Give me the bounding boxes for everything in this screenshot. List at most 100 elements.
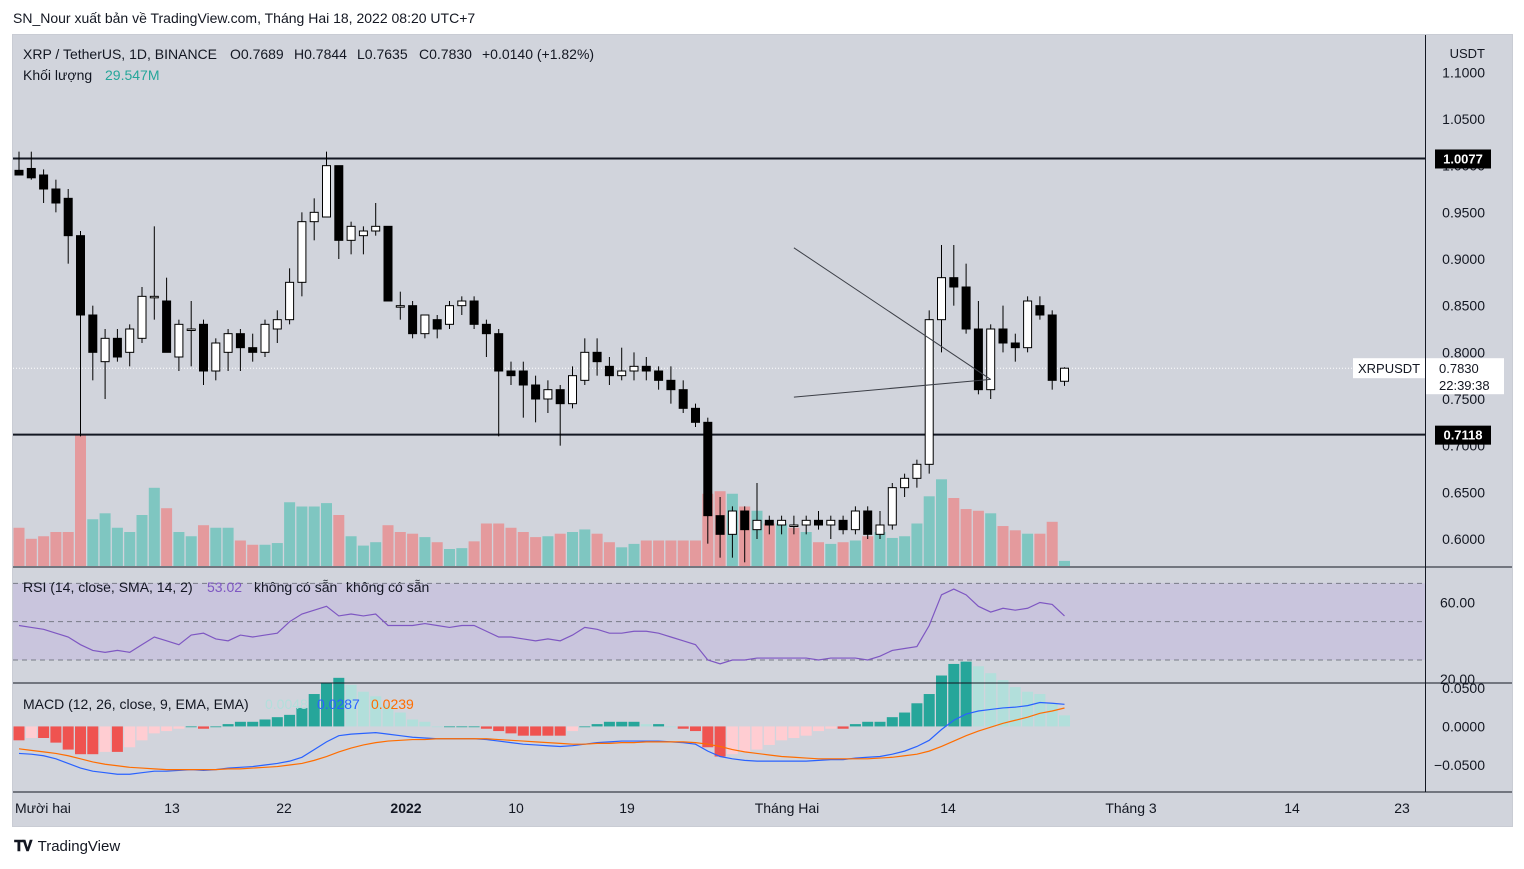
macd-histogram-bar	[899, 712, 911, 727]
candle-body	[568, 375, 577, 405]
macd-histogram-bar	[222, 724, 234, 727]
candle-body	[494, 333, 504, 372]
volume-bar	[468, 541, 480, 566]
volume-bar	[38, 536, 50, 566]
macd-histogram-bar	[874, 721, 886, 727]
macd-histogram-bar	[628, 721, 640, 727]
footer-brand[interactable]: TradingView	[37, 838, 121, 855]
rsi-line[interactable]	[18, 588, 1065, 665]
candle-body	[900, 477, 910, 489]
candle-body	[346, 225, 356, 241]
macd-histogram-bar	[972, 666, 984, 727]
candle-body	[555, 389, 565, 405]
volume-bar	[87, 519, 99, 566]
candle-body	[875, 524, 885, 535]
candle-body	[88, 314, 98, 353]
macd-histogram-bar	[75, 726, 86, 755]
tradingview-logo-icon[interactable]: 𝐓𝐕	[14, 838, 33, 855]
volume-value: 29.547M	[105, 67, 159, 83]
volume-bar	[50, 532, 62, 566]
rsi-value: 53.02	[207, 579, 242, 595]
candle-body	[248, 347, 258, 353]
volume-bar	[271, 543, 283, 566]
candle-body	[531, 384, 541, 400]
macd-histogram-bar	[702, 726, 714, 748]
rsi-axis-ticks[interactable]: 60.00 20.00	[1440, 595, 1475, 688]
macd-histogram-bar	[198, 726, 209, 729]
macd-histogram-bar	[936, 675, 947, 727]
legend-symbol[interactable]: XRP / TetherUS, 1D, BINANCE	[23, 46, 217, 62]
candle-body	[272, 319, 282, 330]
svg-text:0.7830: 0.7830	[1439, 361, 1479, 376]
last-price-label: XRPUSDT 0.7830 22:39:38	[1353, 358, 1504, 395]
macd-histogram-bar	[677, 726, 689, 729]
chart-frame[interactable]: XRP / TetherUS, 1D, BINANCE O0.7689 H0.7…	[12, 34, 1513, 827]
volume-bar	[13, 527, 25, 566]
svg-text:XRPUSDT: XRPUSDT	[1358, 361, 1420, 376]
candle-body	[285, 281, 295, 321]
price-pane[interactable]	[13, 151, 1425, 566]
volume-bar	[554, 533, 566, 566]
volume-bar	[677, 540, 689, 566]
macd-histogram-bar	[862, 721, 874, 727]
volume-bar	[431, 542, 443, 566]
triangle-lower-trendline[interactable]	[793, 378, 991, 398]
candle-body	[211, 342, 221, 372]
publisher-line: SN_Nour xuất bản về TradingView.com, Thá…	[13, 10, 476, 26]
macd-axis-ticks[interactable]: 0.0500 0.0000 −0.0500	[1434, 680, 1485, 773]
volume-bar	[800, 532, 812, 566]
price-tick-label: 1.1000	[1442, 64, 1485, 80]
macd-histogram-bar	[985, 673, 997, 727]
time-tick-label: 14	[940, 800, 956, 816]
volume-bar	[234, 540, 246, 566]
footer: 𝐓𝐕 TradingView	[14, 838, 120, 855]
support-label: 0.7118	[1435, 425, 1491, 445]
chart-canvas[interactable]: XRP / TetherUS, 1D, BINANCE O0.7689 H0.7…	[13, 35, 1512, 826]
svg-text:0.7118: 0.7118	[1443, 428, 1482, 443]
time-tick-label: 10	[508, 800, 524, 816]
volume-bar	[505, 527, 517, 566]
time-tick-label: 23	[1394, 800, 1410, 816]
macd-pane[interactable]	[13, 661, 1071, 775]
rsi-pane[interactable]	[13, 582, 1425, 665]
macd-histogram-bar	[185, 726, 197, 728]
candle-body	[469, 300, 479, 325]
macd-histogram-bar	[321, 682, 332, 727]
macd-histogram-bar	[87, 726, 99, 755]
volume-bar	[25, 538, 37, 566]
time-axis[interactable]: Mười hai 13 22 2022 10 19 Tháng Hai 14 T…	[15, 800, 1410, 816]
volume-bar	[899, 536, 911, 566]
price-tick-label: 0.6000	[1442, 531, 1485, 547]
macd-histogram-bar	[394, 712, 406, 727]
macd-histogram-bar	[579, 726, 591, 728]
volume-bar	[886, 537, 898, 566]
macd-histogram-bar	[493, 726, 505, 732]
triangle-upper-trendline[interactable]	[793, 247, 991, 380]
rsi-label[interactable]: RSI (14, close, SMA, 14, 2)	[23, 579, 193, 595]
price-axis-currency: USDT	[1450, 46, 1485, 61]
volume-label[interactable]: Khối lượng	[23, 67, 92, 83]
volume-bar	[640, 540, 652, 566]
candle-body	[986, 328, 996, 391]
macd-histogram-bar	[407, 719, 419, 727]
candle-body	[863, 510, 873, 535]
legend-low: L0.7635	[357, 46, 408, 62]
macd-histogram-bar	[161, 726, 173, 732]
macd-histogram-bar	[837, 726, 849, 729]
macd-histogram-bar	[345, 684, 357, 727]
volume-bar	[653, 540, 665, 566]
volume-bar	[628, 543, 640, 566]
macd-histogram-bar	[714, 726, 726, 757]
macd-histogram-bar	[124, 726, 136, 748]
macd-label[interactable]: MACD (12, 26, close, 9, EMA, EMA)	[23, 696, 249, 712]
time-tick-label: 14	[1284, 800, 1300, 816]
macd-histogram-bar	[296, 707, 308, 727]
macd-histogram-bar	[960, 661, 972, 727]
rsi-na-1: không có sẵn	[254, 579, 337, 595]
macd-signal-line[interactable]	[18, 707, 1065, 771]
candle-body	[949, 277, 959, 288]
volume-bar	[111, 527, 123, 566]
macd-histogram-bar	[1022, 691, 1034, 727]
candle-body	[678, 389, 688, 409]
candle-body	[629, 365, 639, 372]
